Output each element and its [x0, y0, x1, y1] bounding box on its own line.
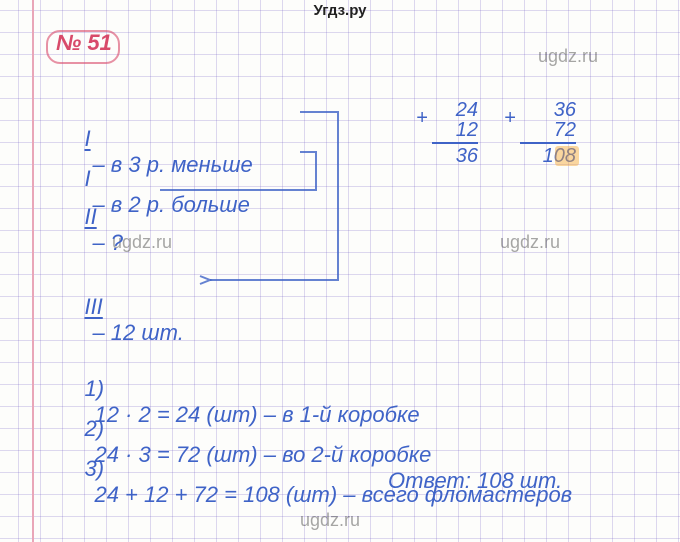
left-margin-line: [32, 0, 34, 542]
addend-b: 72: [520, 120, 576, 140]
condition-text: – 12 шт.: [92, 320, 183, 345]
page-title: Угдз.ру: [0, 2, 680, 19]
roman-numeral: III: [84, 294, 102, 319]
notebook-page: Угдз.ру ugdz.ru ugdz.ru ugdz.ru ugdz.ru …: [0, 0, 680, 542]
highlight-mark: [555, 146, 579, 166]
problem-number: № 51: [56, 30, 112, 56]
column-addition: + 24 12 36: [432, 100, 478, 166]
roman-numeral: II: [84, 204, 96, 229]
step-number: 3): [84, 456, 104, 481]
condition-row: II – ?: [60, 178, 123, 282]
addend-a: 24: [432, 100, 478, 120]
condition-text: – ?: [92, 230, 123, 255]
addend-a: 36: [520, 100, 576, 120]
sum: 36: [432, 142, 478, 166]
plus-icon: +: [504, 108, 516, 128]
addend-b: 12: [432, 120, 478, 140]
plus-icon: +: [416, 108, 428, 128]
answer-line: Ответ: 108 шт.: [388, 468, 562, 494]
